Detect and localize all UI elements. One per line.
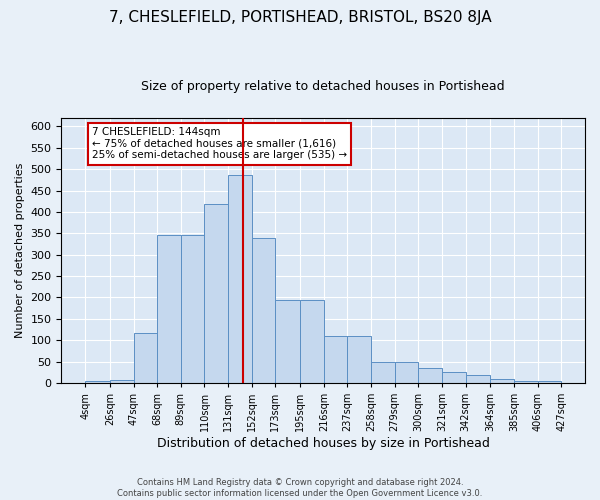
Bar [252,238,275,383]
Bar [418,368,442,383]
Bar [538,381,561,383]
Text: 7, CHESLEFIELD, PORTISHEAD, BRISTOL, BS20 8JA: 7, CHESLEFIELD, PORTISHEAD, BRISTOL, BS2… [109,10,491,25]
Bar [300,300,324,383]
Bar [110,380,134,383]
Bar [347,336,371,383]
Bar [275,300,300,383]
Text: 7 CHESLEFIELD: 144sqm
← 75% of detached houses are smaller (1,616)
25% of semi-d: 7 CHESLEFIELD: 144sqm ← 75% of detached … [92,127,347,160]
Bar [85,381,110,383]
Bar [442,372,466,383]
Bar [134,332,157,383]
Bar [490,379,514,383]
Bar [157,236,181,383]
Title: Size of property relative to detached houses in Portishead: Size of property relative to detached ho… [142,80,505,93]
Bar [181,236,205,383]
X-axis label: Distribution of detached houses by size in Portishead: Distribution of detached houses by size … [157,437,490,450]
Bar [466,376,490,383]
Bar [395,362,418,383]
Bar [324,336,347,383]
Y-axis label: Number of detached properties: Number of detached properties [15,162,25,338]
Text: Contains HM Land Registry data © Crown copyright and database right 2024.
Contai: Contains HM Land Registry data © Crown c… [118,478,482,498]
Bar [371,362,395,383]
Bar [514,381,538,383]
Bar [228,174,252,383]
Bar [205,204,228,383]
